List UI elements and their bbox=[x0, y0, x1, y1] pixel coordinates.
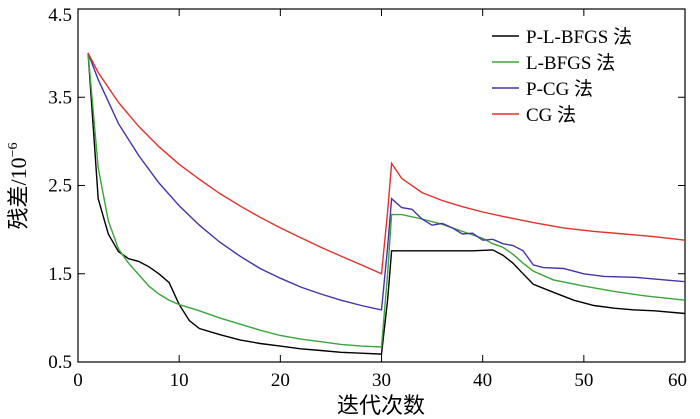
legend-label-1: P-L-BFGS 法 bbox=[526, 26, 632, 48]
legend-label-3: P-CG 法 bbox=[526, 78, 593, 100]
y-tick-label: 0.5 bbox=[48, 352, 72, 373]
series-layer bbox=[87, 52, 686, 355]
series-line-1 bbox=[87, 53, 686, 355]
y-tick-label: 3.5 bbox=[48, 87, 72, 108]
series-line-3 bbox=[87, 52, 686, 311]
y-axis-title-exponent: −6 bbox=[6, 142, 21, 157]
x-tick-label: 40 bbox=[473, 370, 492, 391]
x-tick-label: 0 bbox=[73, 370, 83, 391]
y-tick-label: 2.5 bbox=[48, 176, 72, 197]
series-line-4 bbox=[87, 52, 686, 275]
y-tick-label: 1.5 bbox=[48, 264, 72, 285]
x-tick-label: 60 bbox=[668, 370, 687, 391]
y-axis-title: 残差/10−6 bbox=[6, 142, 31, 229]
series-line-2 bbox=[87, 53, 686, 348]
x-tick-label: 10 bbox=[170, 370, 189, 391]
axis-ticks: 0 10 20 30 40 50 60 0.5 1.5 2.5 3.5 4.5 bbox=[48, 5, 687, 391]
y-axis-title-base: 残差/10 bbox=[6, 157, 31, 229]
y-tick-label: 4.5 bbox=[48, 5, 72, 26]
x-tick-label: 50 bbox=[574, 370, 593, 391]
legend-label-4: CG 法 bbox=[526, 104, 576, 126]
legend-label-2: L-BFGS 法 bbox=[526, 52, 615, 74]
legend: P-L-BFGS 法 L-BFGS 法 P-CG 法 CG 法 bbox=[492, 26, 632, 126]
x-tick-label: 20 bbox=[271, 370, 290, 391]
x-axis-title: 迭代次数 bbox=[337, 393, 425, 418]
x-tick-label: 30 bbox=[372, 370, 391, 391]
